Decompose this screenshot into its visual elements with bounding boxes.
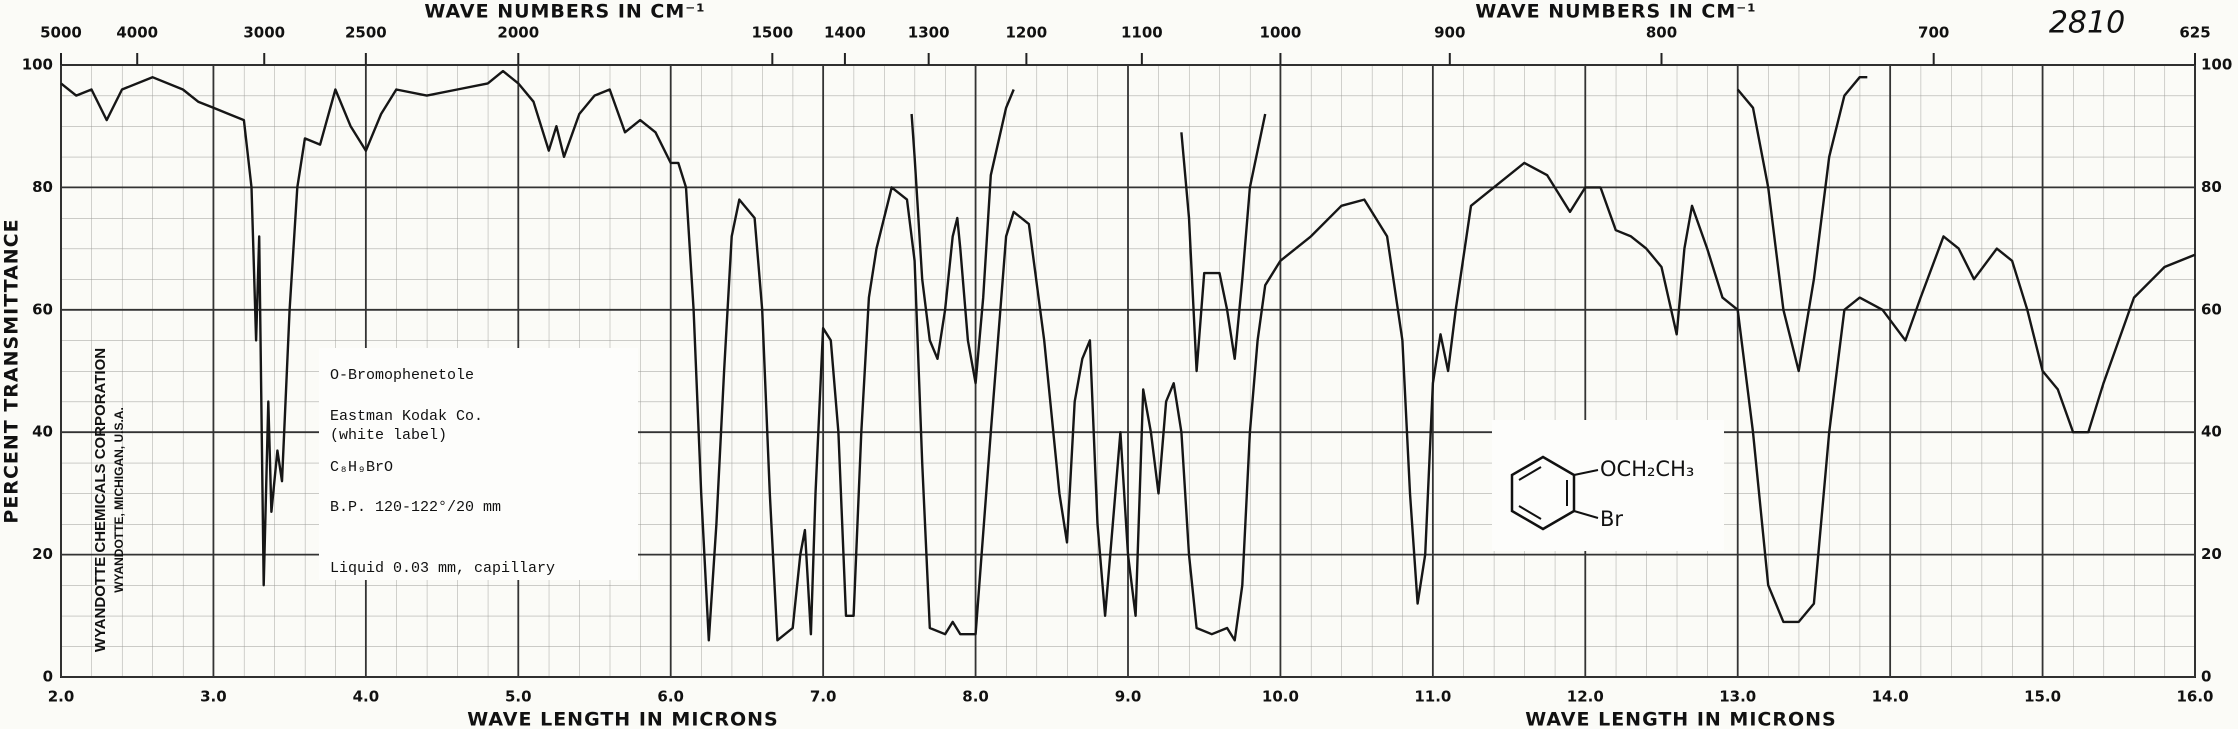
maker-name: WYANDOTTE CHEMICALS CORPORATION [92, 348, 109, 652]
top-tick-label: 3000 [243, 24, 285, 42]
handwritten-number: 2810 [2049, 6, 2125, 41]
structure: OCH₂CH₃ Br [1492, 420, 1724, 551]
x-tick-label: 3.0 [200, 688, 227, 706]
substituent-bonds [1573, 469, 1599, 519]
y-tick-label: 0 [43, 668, 53, 686]
top-tick-label: 2000 [497, 24, 539, 42]
x-tick-label: 8.0 [962, 688, 989, 706]
top-tick-label: 1500 [751, 24, 793, 42]
x-tick-label: 13.0 [1719, 688, 1756, 706]
x-tick-label: 6.0 [657, 688, 684, 706]
y-tick-label-right: 20 [2201, 545, 2222, 563]
structure-box [1492, 420, 1724, 551]
y-tick-label-right: 100 [2201, 56, 2232, 74]
maker-address: WYANDOTTE, MICHIGAN, U.S.A. [112, 407, 126, 593]
top-tick-label: 1000 [1260, 24, 1302, 42]
y-tick-label: 100 [22, 56, 53, 74]
top-tick-label: 1200 [1006, 24, 1048, 42]
top-tick-label: 900 [1434, 24, 1465, 42]
label-line: O-Bromophenetole [330, 367, 474, 384]
x-tick-label: 10.0 [1262, 688, 1299, 706]
substituent-label: Br [1600, 507, 1623, 531]
axes: 0 0 20 20 40 40 60 60 80 80 100 100 2.0 3.0 4.0 5.0 6.0 7… [22, 24, 2233, 706]
x-tick-label: 9.0 [1115, 688, 1142, 706]
x-tick-label: 12.0 [1567, 688, 1604, 706]
y-tick-label: 80 [32, 178, 53, 196]
x-axis-title: WAVE LENGTH IN MICRONS [467, 709, 778, 729]
x-tick-label: 15.0 [2024, 688, 2061, 706]
x-tick-label: 4.0 [353, 688, 380, 706]
label-line: Eastman Kodak Co. [330, 408, 483, 425]
x-tick-label: 16.0 [2176, 688, 2213, 706]
top-tick-label: 1300 [908, 24, 950, 42]
y-tick-label-right: 0 [2201, 668, 2211, 686]
y-tick-label-right: 40 [2201, 423, 2222, 441]
top-tick-label: 700 [1918, 24, 1949, 42]
y-axis-title: PERCENT TRANSMITTANCE [1, 218, 23, 523]
y-tick-label: 20 [32, 545, 53, 563]
y-tick-label-right: 80 [2201, 178, 2222, 196]
x-tick-label: 11.0 [1414, 688, 1451, 706]
top-tick-label: 625 [2179, 24, 2210, 42]
top-tick-label: 800 [1646, 24, 1677, 42]
x-tick-label: 14.0 [1872, 688, 1909, 706]
y-tick-label-right: 60 [2201, 300, 2222, 318]
label-line: C₈H₉BrO [330, 459, 393, 476]
spectrum-trace [910, 76, 1868, 385]
substituent-label: OCH₂CH₃ [1600, 457, 1694, 481]
label-line: Liquid 0.03 mm, capillary [330, 560, 555, 577]
top-tick-label: 5000 [40, 24, 82, 42]
top-axis-title: WAVE NUMBERS IN CM⁻¹ [424, 1, 705, 23]
x-axis-title: WAVE LENGTH IN MICRONS [1525, 709, 1836, 729]
y-tick-label: 40 [32, 423, 53, 441]
spectrum-trace [60, 69, 2196, 642]
top-tick-label: 2500 [345, 24, 387, 42]
traces [60, 69, 2196, 642]
label-box [319, 348, 638, 580]
top-tick-label: 4000 [116, 24, 158, 42]
y-tick-label: 60 [32, 300, 53, 318]
x-tick-label: 2.0 [48, 688, 75, 706]
x-tick-label: 7.0 [810, 688, 837, 706]
label-line: (white label) [330, 427, 447, 444]
x-tick-label: 5.0 [505, 688, 532, 706]
label-line: B.P. 120-122°/20 mm [330, 499, 501, 516]
top-tick-label: 1100 [1121, 24, 1163, 42]
double-bonds [1518, 466, 1568, 520]
top-tick-label: 1400 [824, 24, 866, 42]
top-axis-title: WAVE NUMBERS IN CM⁻¹ [1475, 1, 1756, 23]
